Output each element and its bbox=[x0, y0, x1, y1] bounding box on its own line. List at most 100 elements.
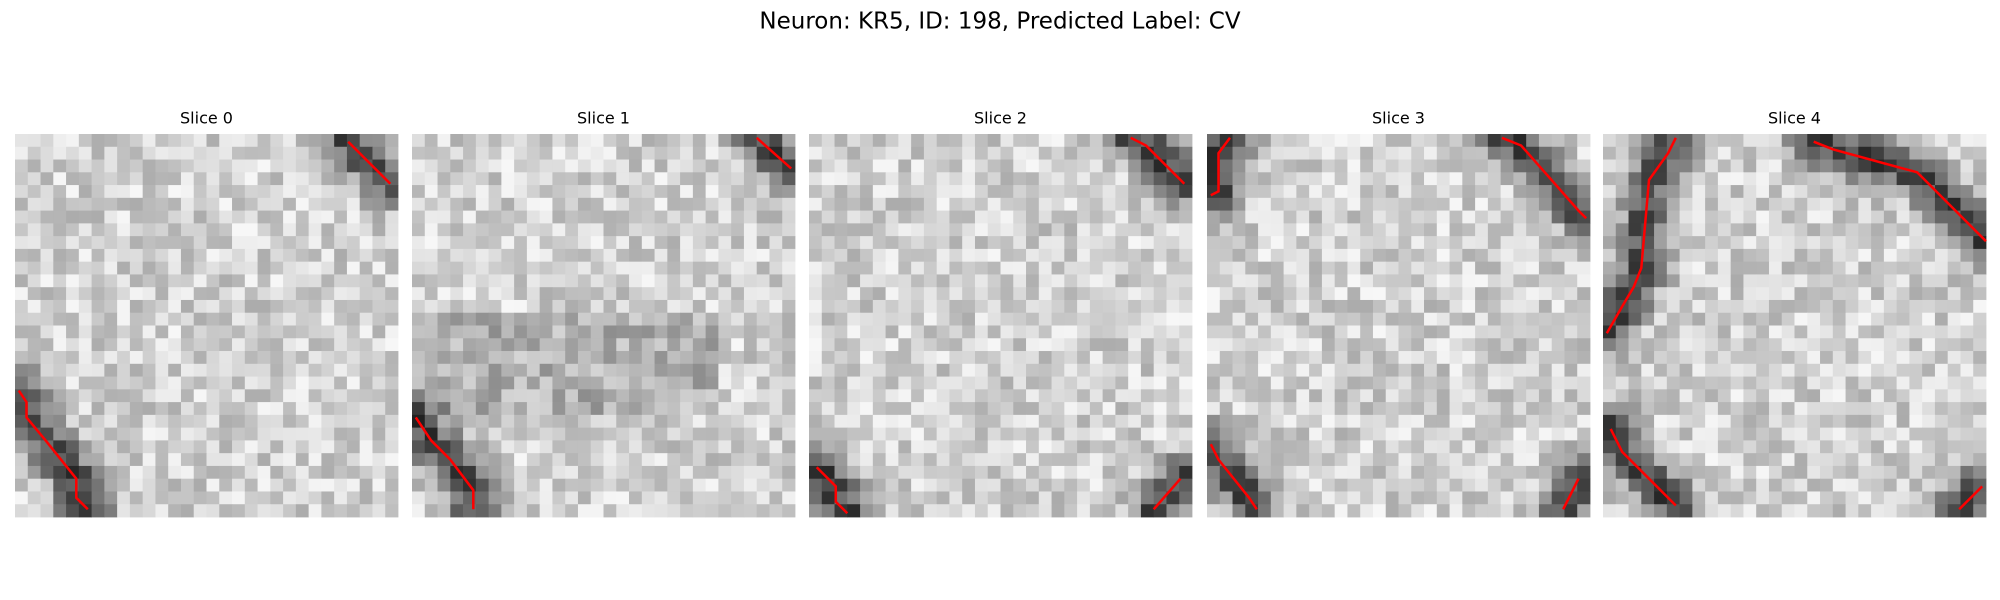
pixel bbox=[731, 351, 745, 365]
pixel bbox=[705, 491, 719, 505]
pixel bbox=[1500, 236, 1514, 250]
pixel bbox=[641, 185, 655, 199]
pixel bbox=[692, 504, 707, 518]
pixel bbox=[1372, 197, 1387, 211]
pixel bbox=[539, 389, 553, 403]
pixel bbox=[1166, 223, 1180, 237]
pixel bbox=[962, 351, 976, 365]
pixel bbox=[539, 274, 553, 288]
pixel bbox=[974, 159, 989, 173]
pixel bbox=[1500, 351, 1514, 365]
panel-title: Slice 3 bbox=[1372, 109, 1425, 128]
pixel bbox=[872, 261, 886, 275]
pixel bbox=[1411, 440, 1425, 454]
pixel bbox=[847, 325, 861, 339]
pixel bbox=[782, 453, 796, 467]
pixel bbox=[1756, 287, 1770, 301]
pixel bbox=[1947, 376, 1961, 390]
pixel bbox=[1500, 504, 1514, 518]
pixel bbox=[1807, 185, 1821, 199]
pixel bbox=[1577, 248, 1591, 263]
pixel bbox=[206, 491, 220, 505]
pixel bbox=[1115, 223, 1129, 237]
pixel bbox=[78, 414, 92, 429]
pixel bbox=[898, 427, 912, 441]
pixel bbox=[1232, 325, 1246, 339]
pixel bbox=[1245, 465, 1259, 480]
pixel bbox=[206, 185, 220, 199]
pixel bbox=[641, 236, 655, 250]
pixel bbox=[244, 287, 258, 301]
pixel bbox=[1500, 465, 1514, 480]
pixel bbox=[514, 414, 528, 429]
pixel bbox=[1270, 248, 1284, 263]
pixel bbox=[450, 287, 464, 301]
pixel bbox=[1089, 210, 1104, 224]
pixel bbox=[641, 248, 655, 263]
pixel bbox=[501, 389, 515, 403]
pixel bbox=[1372, 440, 1387, 454]
pixel bbox=[526, 248, 541, 263]
pixel bbox=[1207, 197, 1221, 211]
pixel bbox=[936, 414, 950, 429]
pixel bbox=[1538, 223, 1553, 237]
pixel bbox=[1781, 210, 1795, 224]
pixel bbox=[1475, 325, 1489, 339]
pixel bbox=[1436, 440, 1450, 454]
pixel bbox=[1334, 465, 1348, 480]
pixel bbox=[1296, 287, 1310, 301]
pixel bbox=[603, 223, 617, 237]
pixel bbox=[680, 325, 694, 339]
pixel bbox=[206, 338, 220, 352]
pixel bbox=[463, 172, 477, 186]
pixel bbox=[616, 504, 630, 518]
pixel bbox=[577, 287, 592, 301]
pixel bbox=[501, 134, 515, 148]
pixel bbox=[1807, 146, 1821, 160]
pixel bbox=[1000, 223, 1014, 237]
pixel bbox=[104, 236, 118, 250]
pixel bbox=[66, 134, 80, 148]
pixel bbox=[1219, 223, 1233, 237]
pixel bbox=[1064, 299, 1078, 314]
pixel bbox=[40, 299, 54, 314]
pixel bbox=[1526, 338, 1540, 352]
pixel bbox=[1717, 146, 1732, 160]
pixel bbox=[1628, 312, 1642, 326]
pixel bbox=[1436, 389, 1450, 403]
pixel bbox=[372, 389, 386, 403]
pixel bbox=[257, 312, 271, 326]
pixel bbox=[424, 210, 438, 224]
pixel bbox=[334, 172, 348, 186]
pixel bbox=[860, 210, 874, 224]
contour bbox=[1562, 478, 1580, 510]
pixel bbox=[91, 236, 105, 250]
pixel bbox=[1883, 389, 1898, 403]
pixel bbox=[885, 465, 899, 480]
pixel bbox=[359, 491, 373, 505]
pixel bbox=[1462, 440, 1476, 454]
pixel bbox=[1794, 287, 1808, 301]
pixel bbox=[1909, 389, 1923, 403]
pixel bbox=[270, 338, 284, 352]
pixel bbox=[1871, 363, 1885, 377]
pixel bbox=[193, 478, 207, 492]
pixel bbox=[424, 299, 438, 314]
pixel bbox=[860, 287, 874, 301]
pixel bbox=[1743, 223, 1757, 237]
pixel bbox=[1232, 159, 1246, 173]
pixel bbox=[501, 299, 515, 314]
pixel bbox=[1385, 185, 1399, 199]
pixel bbox=[1807, 236, 1821, 250]
pixel bbox=[40, 146, 54, 160]
pixel bbox=[974, 363, 989, 377]
pixel bbox=[437, 491, 451, 505]
pixel bbox=[1321, 134, 1336, 148]
pixel bbox=[1781, 376, 1795, 390]
pixel bbox=[219, 325, 233, 339]
pixel bbox=[667, 261, 681, 275]
pixel bbox=[1692, 223, 1706, 237]
pixel bbox=[885, 261, 899, 275]
pixel bbox=[847, 287, 861, 301]
pixel bbox=[885, 351, 899, 365]
